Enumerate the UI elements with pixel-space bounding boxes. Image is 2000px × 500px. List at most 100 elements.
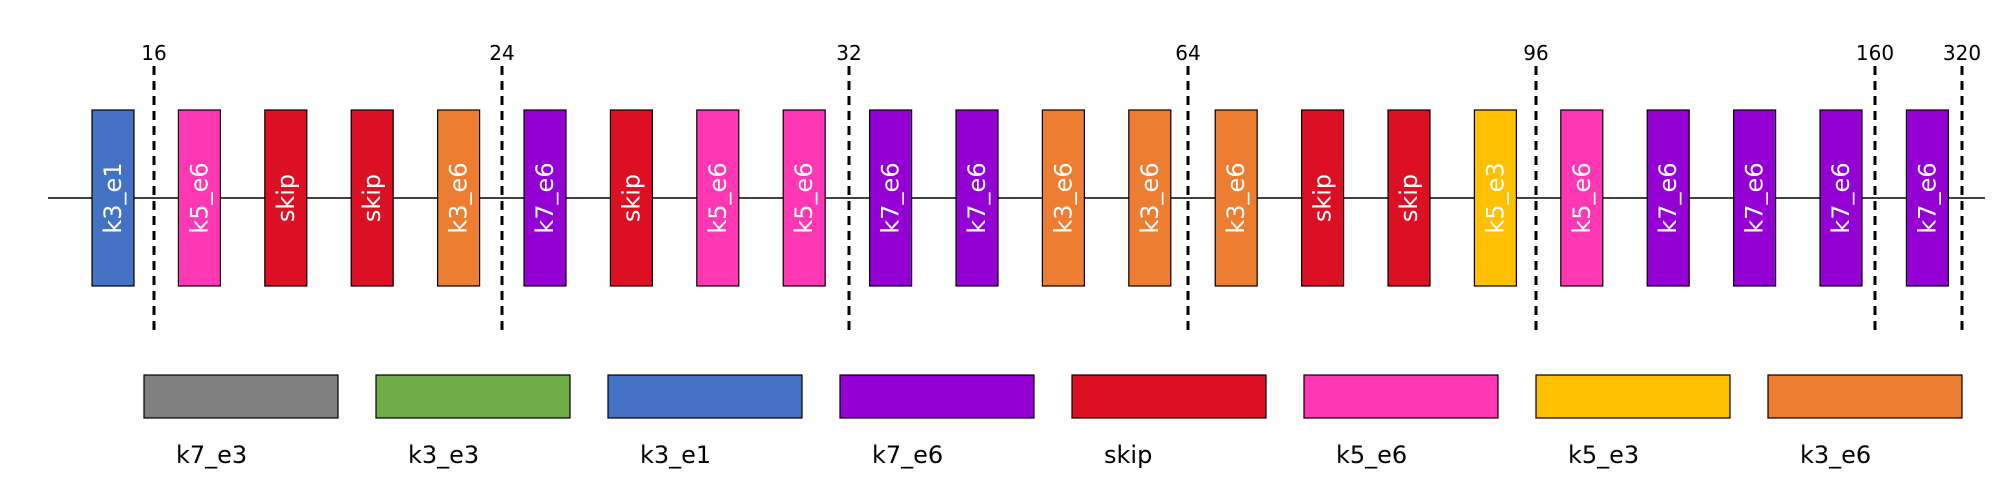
stage-marker-64: 64 xyxy=(1175,41,1201,330)
block-k7_e6: k7_e6 xyxy=(868,109,913,287)
block-k7_e6: k7_e6 xyxy=(1732,109,1777,287)
legend-swatch xyxy=(1535,374,1731,419)
block-label: skip xyxy=(617,174,645,222)
legend-label: k5_e6 xyxy=(1336,441,1407,469)
stage-label: 320 xyxy=(1943,41,1981,65)
legend-swatch xyxy=(1303,374,1499,419)
block-label: k5_e6 xyxy=(704,162,732,233)
block-k5_e6: k5_e6 xyxy=(1560,109,1604,287)
legend-swatch xyxy=(1767,374,1963,419)
stage-marker-16: 16 xyxy=(141,41,167,330)
block-label: k7_e6 xyxy=(1741,162,1769,233)
block-rect xyxy=(955,109,999,287)
block-label: k3_e6 xyxy=(1049,162,1077,233)
block-rect xyxy=(350,109,394,287)
legend-swatch xyxy=(839,374,1035,419)
block-k3_e6: k3_e6 xyxy=(437,109,481,287)
legend-item-k3_e1: k3_e1 xyxy=(607,374,803,469)
block-rect xyxy=(1732,109,1777,287)
legend-swatch xyxy=(375,374,571,419)
block-k3_e1: k3_e1 xyxy=(91,109,135,287)
block-rect xyxy=(1214,109,1258,287)
legend-label: skip xyxy=(1104,441,1152,469)
block-skip: skip xyxy=(1387,109,1431,287)
block-rect xyxy=(868,109,913,287)
stage-marker-32: 32 xyxy=(836,41,862,330)
block-k7_e6: k7_e6 xyxy=(955,109,999,287)
blocks: k3_e1 k5_e6 skip skip k3_e6 k7_e6 skip k5_e6 k5_… xyxy=(91,109,1950,287)
block-label: k5_e6 xyxy=(185,162,213,233)
block-k5_e3: k5_e3 xyxy=(1473,109,1518,287)
legend-label: k7_e6 xyxy=(872,441,943,469)
block-k5_e6: k5_e6 xyxy=(177,109,221,287)
block-k7_e6: k7_e6 xyxy=(1646,109,1690,287)
legend-swatch xyxy=(143,374,339,419)
block-k5_e6: k5_e6 xyxy=(696,109,740,287)
stage-label: 16 xyxy=(141,41,166,65)
legend-swatch xyxy=(1071,374,1267,419)
block-rect xyxy=(1819,109,1863,287)
stage-marker-320: 320 xyxy=(1943,41,1981,330)
block-k7_e6: k7_e6 xyxy=(523,109,567,287)
block-label: k7_e6 xyxy=(1913,162,1941,233)
legend-label: k3_e6 xyxy=(1800,441,1871,469)
legend-item-k5_e3: k5_e3 xyxy=(1535,374,1731,469)
block-label: k7_e6 xyxy=(963,162,991,233)
block-skip: skip xyxy=(350,109,394,287)
block-rect xyxy=(1646,109,1690,287)
block-rect xyxy=(264,109,308,287)
stage-marker-160: 160 xyxy=(1856,41,1894,330)
legend-item-k7_e3: k7_e3 xyxy=(143,374,339,469)
block-label: k3_e6 xyxy=(1136,162,1164,233)
legend-item-skip: skip xyxy=(1071,374,1267,469)
block-label: skip xyxy=(272,174,300,222)
stage-label: 96 xyxy=(1523,41,1548,65)
block-label: k3_e1 xyxy=(99,162,127,233)
block-skip: skip xyxy=(609,109,654,287)
block-label: k7_e6 xyxy=(531,162,559,233)
block-label: skip xyxy=(1395,174,1423,222)
legend-item-k3_e6: k3_e6 xyxy=(1767,374,1963,469)
stage-label: 64 xyxy=(1175,41,1200,65)
block-label: k7_e6 xyxy=(1654,162,1682,233)
stage-marker-96: 96 xyxy=(1523,41,1549,330)
block-rect xyxy=(91,109,135,287)
legend: k7_e3 k3_e3 k3_e1 k7_e6 skip k5_e6 k5_e3 k3_e6 xyxy=(143,374,1963,469)
stage-label: 24 xyxy=(489,41,514,65)
legend-label: k3_e3 xyxy=(408,441,479,469)
block-k7_e6: k7_e6 xyxy=(1905,109,1950,287)
block-skip: skip xyxy=(264,109,308,287)
stage-label: 160 xyxy=(1856,41,1894,65)
block-rect xyxy=(1473,109,1518,287)
block-label: k3_e6 xyxy=(1222,162,1250,233)
block-rect xyxy=(523,109,567,287)
legend-item-k7_e6: k7_e6 xyxy=(839,374,1035,469)
block-rect xyxy=(1387,109,1431,287)
block-label: k7_e6 xyxy=(877,162,905,233)
block-k3_e6: k3_e6 xyxy=(1214,109,1258,287)
legend-item-k3_e3: k3_e3 xyxy=(375,374,571,469)
block-rect xyxy=(696,109,740,287)
legend-item-k5_e6: k5_e6 xyxy=(1303,374,1499,469)
block-rect xyxy=(437,109,481,287)
block-label: skip xyxy=(358,174,386,222)
legend-swatch xyxy=(607,374,803,419)
block-label: k5_e3 xyxy=(1481,162,1509,233)
block-rect xyxy=(1905,109,1950,287)
stage-label: 32 xyxy=(836,41,861,65)
legend-label: k5_e3 xyxy=(1568,441,1639,469)
block-rect xyxy=(177,109,221,287)
legend-label: k3_e1 xyxy=(640,441,711,469)
legend-label: k7_e3 xyxy=(176,441,247,469)
block-rect xyxy=(1560,109,1604,287)
block-label: k3_e6 xyxy=(445,162,473,233)
stage-marker-24: 24 xyxy=(489,41,515,330)
block-k3_e6: k3_e6 xyxy=(1041,109,1086,287)
block-skip: skip xyxy=(1300,109,1345,287)
block-rect xyxy=(1128,109,1172,287)
block-label: k7_e6 xyxy=(1827,162,1855,233)
block-k7_e6: k7_e6 xyxy=(1819,109,1863,287)
block-label: k5_e6 xyxy=(790,162,818,233)
block-k5_e6: k5_e6 xyxy=(782,109,826,287)
